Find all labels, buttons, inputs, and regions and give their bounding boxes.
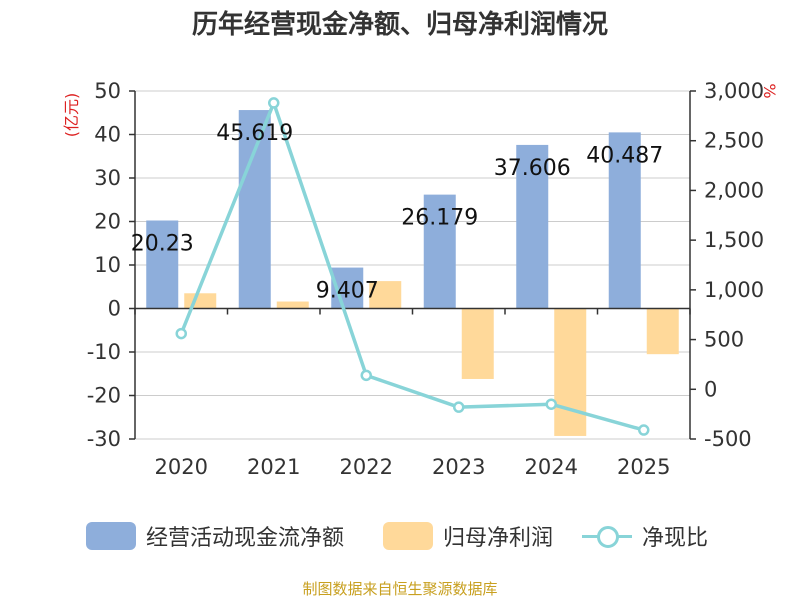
point-ratio [175,327,187,340]
point-ratio [545,398,557,410]
bar-net-profit [369,281,402,309]
x-tick-label: 2023 [432,455,485,479]
bar-cashflow [516,144,549,309]
y-right-tick-label: -500 [704,427,752,451]
y-left-tick-label: 10 [94,253,121,277]
legend: 经营活动现金流净额 归母净利润 净现比 [0,518,800,554]
x-tick-label: 2025 [617,455,670,479]
point-ratio [360,369,372,382]
y-right-tick-label: 500 [704,328,744,352]
point-ratio [453,401,465,413]
legend-item-net-profit[interactable]: 归母净利润 [383,518,553,554]
y-left-tick-label: 0 [108,297,121,321]
point-ratio [268,97,280,109]
data-label-cashflow: 9.407 [316,279,379,304]
legend-label-ratio: 净现比 [642,526,709,551]
line-ratio [179,101,645,432]
y-left-tick-label: 50 [94,79,121,103]
legend-item-ratio[interactable]: 净现比 [582,518,708,554]
y-left-tick-label: 40 [94,123,121,147]
bar-net-profit [554,308,587,436]
bar-net-profit [276,301,309,309]
legend-swatch-ratio [582,522,632,550]
bar-cashflow [608,132,641,309]
y-right-tick-label: 1,500 [704,228,764,252]
y-right-tick-label: 0 [704,377,717,401]
bar-cashflow [423,194,456,309]
bar-cashflow [146,220,179,309]
y-left-axis-label: (亿元) [62,93,81,138]
legend-swatch-cashflow [86,522,136,550]
legend-label-net-profit: 归母净利润 [443,526,554,551]
data-label-cashflow: 37.606 [494,156,571,181]
legend-label-cashflow: 经营活动现金流净额 [146,526,345,551]
point-ratio [638,424,650,436]
data-label-cashflow: 40.487 [586,143,663,168]
x-tick-label: 2021 [247,455,300,479]
chart-title: 历年经营现金净额、归母净利润情况 [191,10,608,40]
legend-swatch-net-profit [383,522,433,550]
y-left-tick-label: -10 [87,340,121,364]
y-right-axis-label: % [760,83,779,98]
bar-cashflow [238,110,271,309]
source-note: 制图数据来自恒生聚源数据库 [302,580,498,598]
y-right-tick-label: 1,000 [704,278,764,302]
y-right-tick-label: 2,500 [704,129,764,153]
y-left-tick-label: 20 [94,210,121,234]
y-right-tick-label: 3,000 [704,79,764,103]
data-label-cashflow: 20.23 [131,231,194,256]
data-label-cashflow: 45.619 [216,121,293,146]
x-tick-label: 2020 [155,455,208,479]
bar-net-profit [461,308,494,379]
y-left-tick-label: -20 [87,384,121,408]
data-label-cashflow: 26.179 [401,206,478,231]
legend-item-cashflow[interactable]: 经营活动现金流净额 [86,518,344,554]
bar-net-profit [184,293,217,309]
y-left-tick-label: -30 [87,427,121,451]
x-tick-label: 2024 [525,455,578,479]
y-left-tick-label: 30 [94,166,121,190]
x-tick-label: 2022 [340,455,393,479]
bar-net-profit [646,308,679,355]
y-right-tick-label: 2,000 [704,178,764,202]
